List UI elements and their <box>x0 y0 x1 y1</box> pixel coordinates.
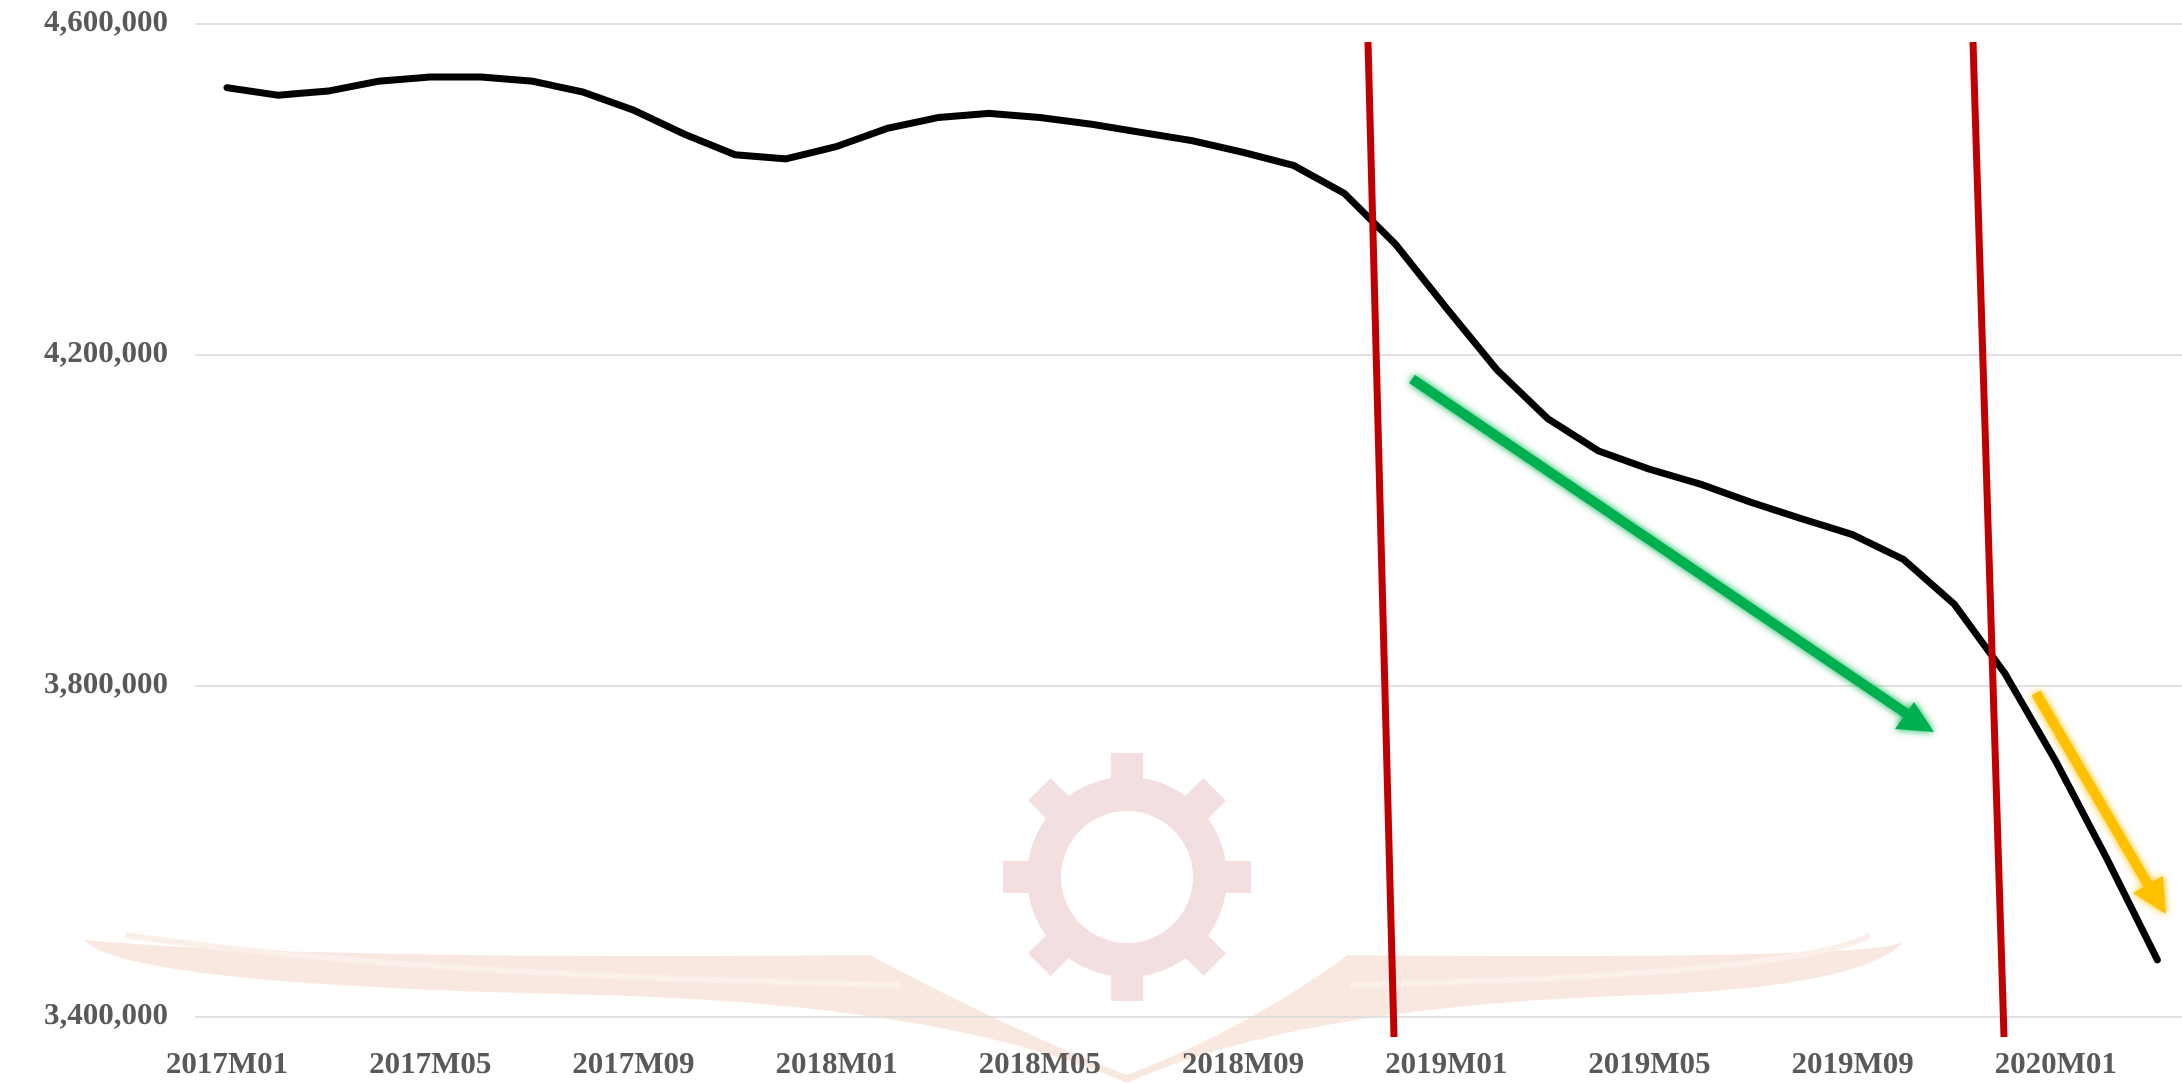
x-tick-label: 2017M09 <box>572 1045 694 1080</box>
x-tick-label: 2018M05 <box>979 1045 1101 1080</box>
x-tick-label: 2020M01 <box>1995 1045 2117 1080</box>
page: {"chart_data": {"type": "line", "categor… <box>0 0 2182 1083</box>
y-tick-label: 4,200,000 <box>44 334 168 369</box>
chart: 3,400,000 3,800,000 4,200,000 4,600,000 2017… <box>0 0 2182 1083</box>
x-tick-label: 2018M01 <box>775 1045 897 1080</box>
marker-line <box>1368 42 1394 1037</box>
x-tick-label: 2017M05 <box>369 1045 491 1080</box>
x-tick-label: 2019M05 <box>1588 1045 1710 1080</box>
watermark <box>85 702 1905 1083</box>
annotations <box>1368 42 2166 1037</box>
x-tick-label: 2018M09 <box>1182 1045 1304 1080</box>
y-tick-label: 4,600,000 <box>44 3 168 38</box>
x-tick-label: 2019M09 <box>1791 1045 1913 1080</box>
trend-arrow <box>1412 379 1934 732</box>
x-tick-label: 2019M01 <box>1385 1045 1507 1080</box>
marker-line <box>1973 42 2004 1037</box>
y-tick-label: 3,400,000 <box>44 996 168 1031</box>
trend-arrow <box>2036 693 2166 914</box>
x-tick-label: 2017M01 <box>166 1045 288 1080</box>
y-tick-label: 3,800,000 <box>44 665 168 700</box>
